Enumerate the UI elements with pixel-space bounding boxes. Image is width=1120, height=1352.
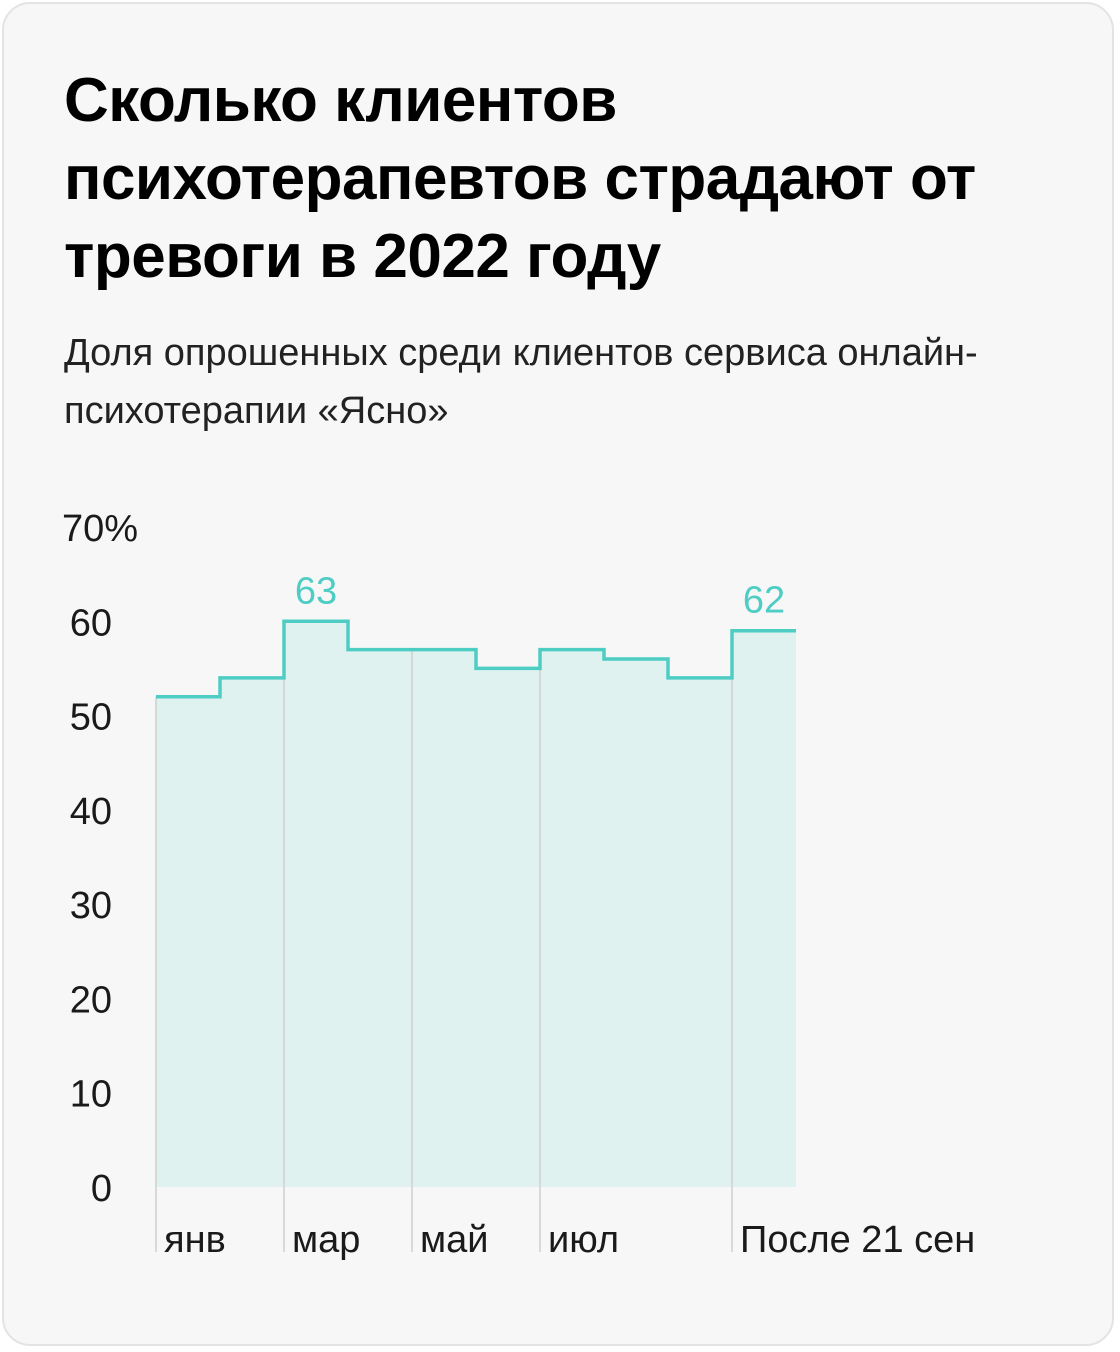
y-tick-label: 20 (70, 979, 112, 1021)
step-line (156, 619, 796, 699)
area-segment-2 (220, 677, 284, 1187)
x-tick-label: май (420, 1219, 489, 1261)
x-gridlines (155, 621, 733, 1252)
area-segment-8 (604, 659, 668, 1187)
y-tick-label: 30 (70, 885, 112, 927)
annotations: 63 62 (295, 570, 785, 621)
y-tick-label: 40 (70, 791, 112, 833)
y-tick-label: 10 (70, 1074, 112, 1116)
value-label: 63 (295, 570, 337, 612)
area-segment-3 (284, 621, 348, 1187)
y-tick-label: 0 (91, 1168, 112, 1210)
x-tick-label: мар (292, 1219, 360, 1261)
chart-subtitle: Доля опрошенных среди клиентов сервиса о… (64, 332, 978, 432)
y-tick-label: 60 (70, 602, 112, 644)
area-segment-6 (476, 668, 540, 1187)
x-tick-label: июл (548, 1219, 619, 1261)
area-segment-1 (156, 696, 220, 1187)
area-fill-group (156, 621, 796, 1187)
x-tick-label: янв (164, 1219, 226, 1261)
area-segment-9 (668, 677, 732, 1187)
area-segment-5 (412, 649, 476, 1187)
value-label: 62 (743, 580, 785, 622)
y-tick-label: 70% (62, 508, 138, 550)
chart-title: Сколько клиентов психотерапевтов страдаю… (64, 66, 976, 291)
x-axis: янв мар май июл После 21 сен (164, 1219, 975, 1261)
area-segment-7 (540, 649, 604, 1187)
y-axis: 0 10 20 30 40 50 60 70% (62, 508, 138, 1210)
area-segment-10 (732, 630, 796, 1187)
x-tick-label: После 21 сен (740, 1219, 975, 1261)
area-segment-4 (348, 649, 412, 1187)
y-tick-label: 50 (70, 697, 112, 739)
